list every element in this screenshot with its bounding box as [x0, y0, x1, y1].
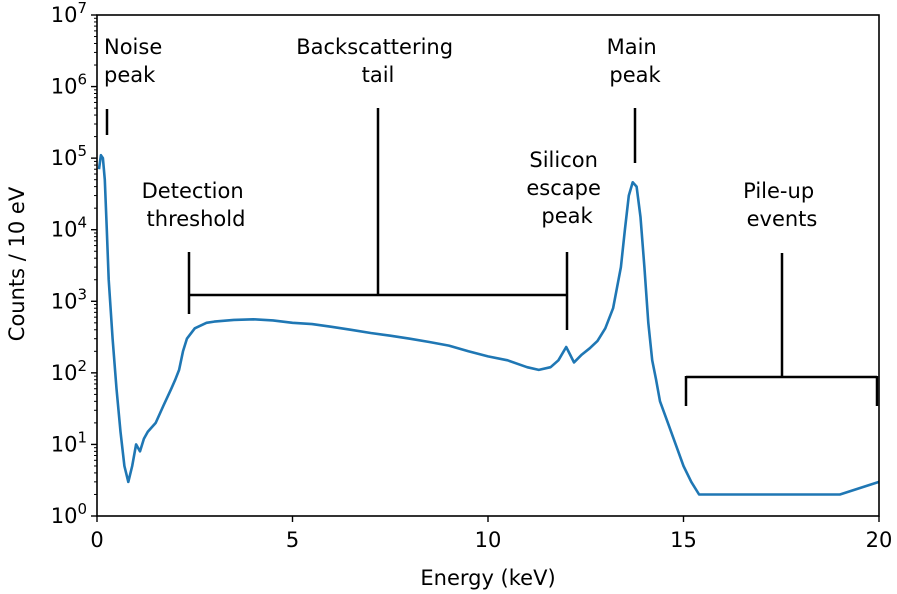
- annotation-pileup-line1: Pile-up: [743, 179, 814, 203]
- annotation-silicon-line2: escape: [526, 176, 601, 200]
- x-tick-label: 0: [90, 528, 103, 552]
- y-tick-label: 104: [51, 214, 87, 242]
- y-tick-label: 106: [51, 71, 87, 99]
- annotation-noise-line2: peak: [104, 63, 156, 87]
- y-tick-label: 100: [51, 500, 87, 528]
- annotation-detection-line2: threshold: [147, 207, 246, 231]
- y-tick-label: 102: [51, 357, 87, 385]
- annotation-main-line2: peak: [609, 63, 661, 87]
- tick-layer: 0 5 10 15 20 100 101 102 103 104 105 106 107: [51, 0, 893, 552]
- annotation-pileup-line2: events: [747, 207, 818, 231]
- annotation-backscattering-line2: tail: [362, 63, 395, 87]
- pile-up-bracket: [684, 253, 879, 406]
- annotation-detection-threshold: Detection threshold: [142, 179, 251, 231]
- annotation-noise-peak: Noise peak: [104, 35, 169, 87]
- y-tick-label: 105: [51, 142, 87, 170]
- x-axis-label: Energy (keV): [420, 566, 555, 590]
- y-axis-label: Counts / 10 eV: [5, 186, 29, 341]
- annotation-noise-line1: Noise: [104, 35, 162, 59]
- annotation-silicon-line1: Silicon: [529, 148, 598, 172]
- series-layer: [97, 153, 880, 496]
- y-tick-label: 107: [51, 0, 87, 27]
- annotation-backscattering-tail: Backscattering tail: [296, 35, 460, 87]
- annotation-pile-up-events: Pile-up events: [743, 179, 821, 231]
- y-tick-label: 101: [51, 428, 87, 456]
- x-tick-label: 20: [866, 528, 893, 552]
- x-tick-label: 15: [670, 528, 697, 552]
- annotation-main-line1: Main: [607, 35, 657, 59]
- annotation-silicon-escape-peak: Silicon escape peak: [526, 148, 607, 228]
- y-tick-label: 103: [51, 285, 87, 313]
- annotation-silicon-line3: peak: [541, 204, 593, 228]
- annotation-detection-line1: Detection: [142, 179, 244, 203]
- spectrum-line-0: [97, 153, 880, 496]
- x-tick-label: 10: [475, 528, 502, 552]
- x-tick-label: 5: [286, 528, 299, 552]
- backscattering-bracket: [187, 108, 569, 330]
- plot-frame: [96, 14, 880, 517]
- annotation-main-peak: Main peak: [607, 35, 664, 87]
- annotation-backscattering-line1: Backscattering: [296, 35, 453, 59]
